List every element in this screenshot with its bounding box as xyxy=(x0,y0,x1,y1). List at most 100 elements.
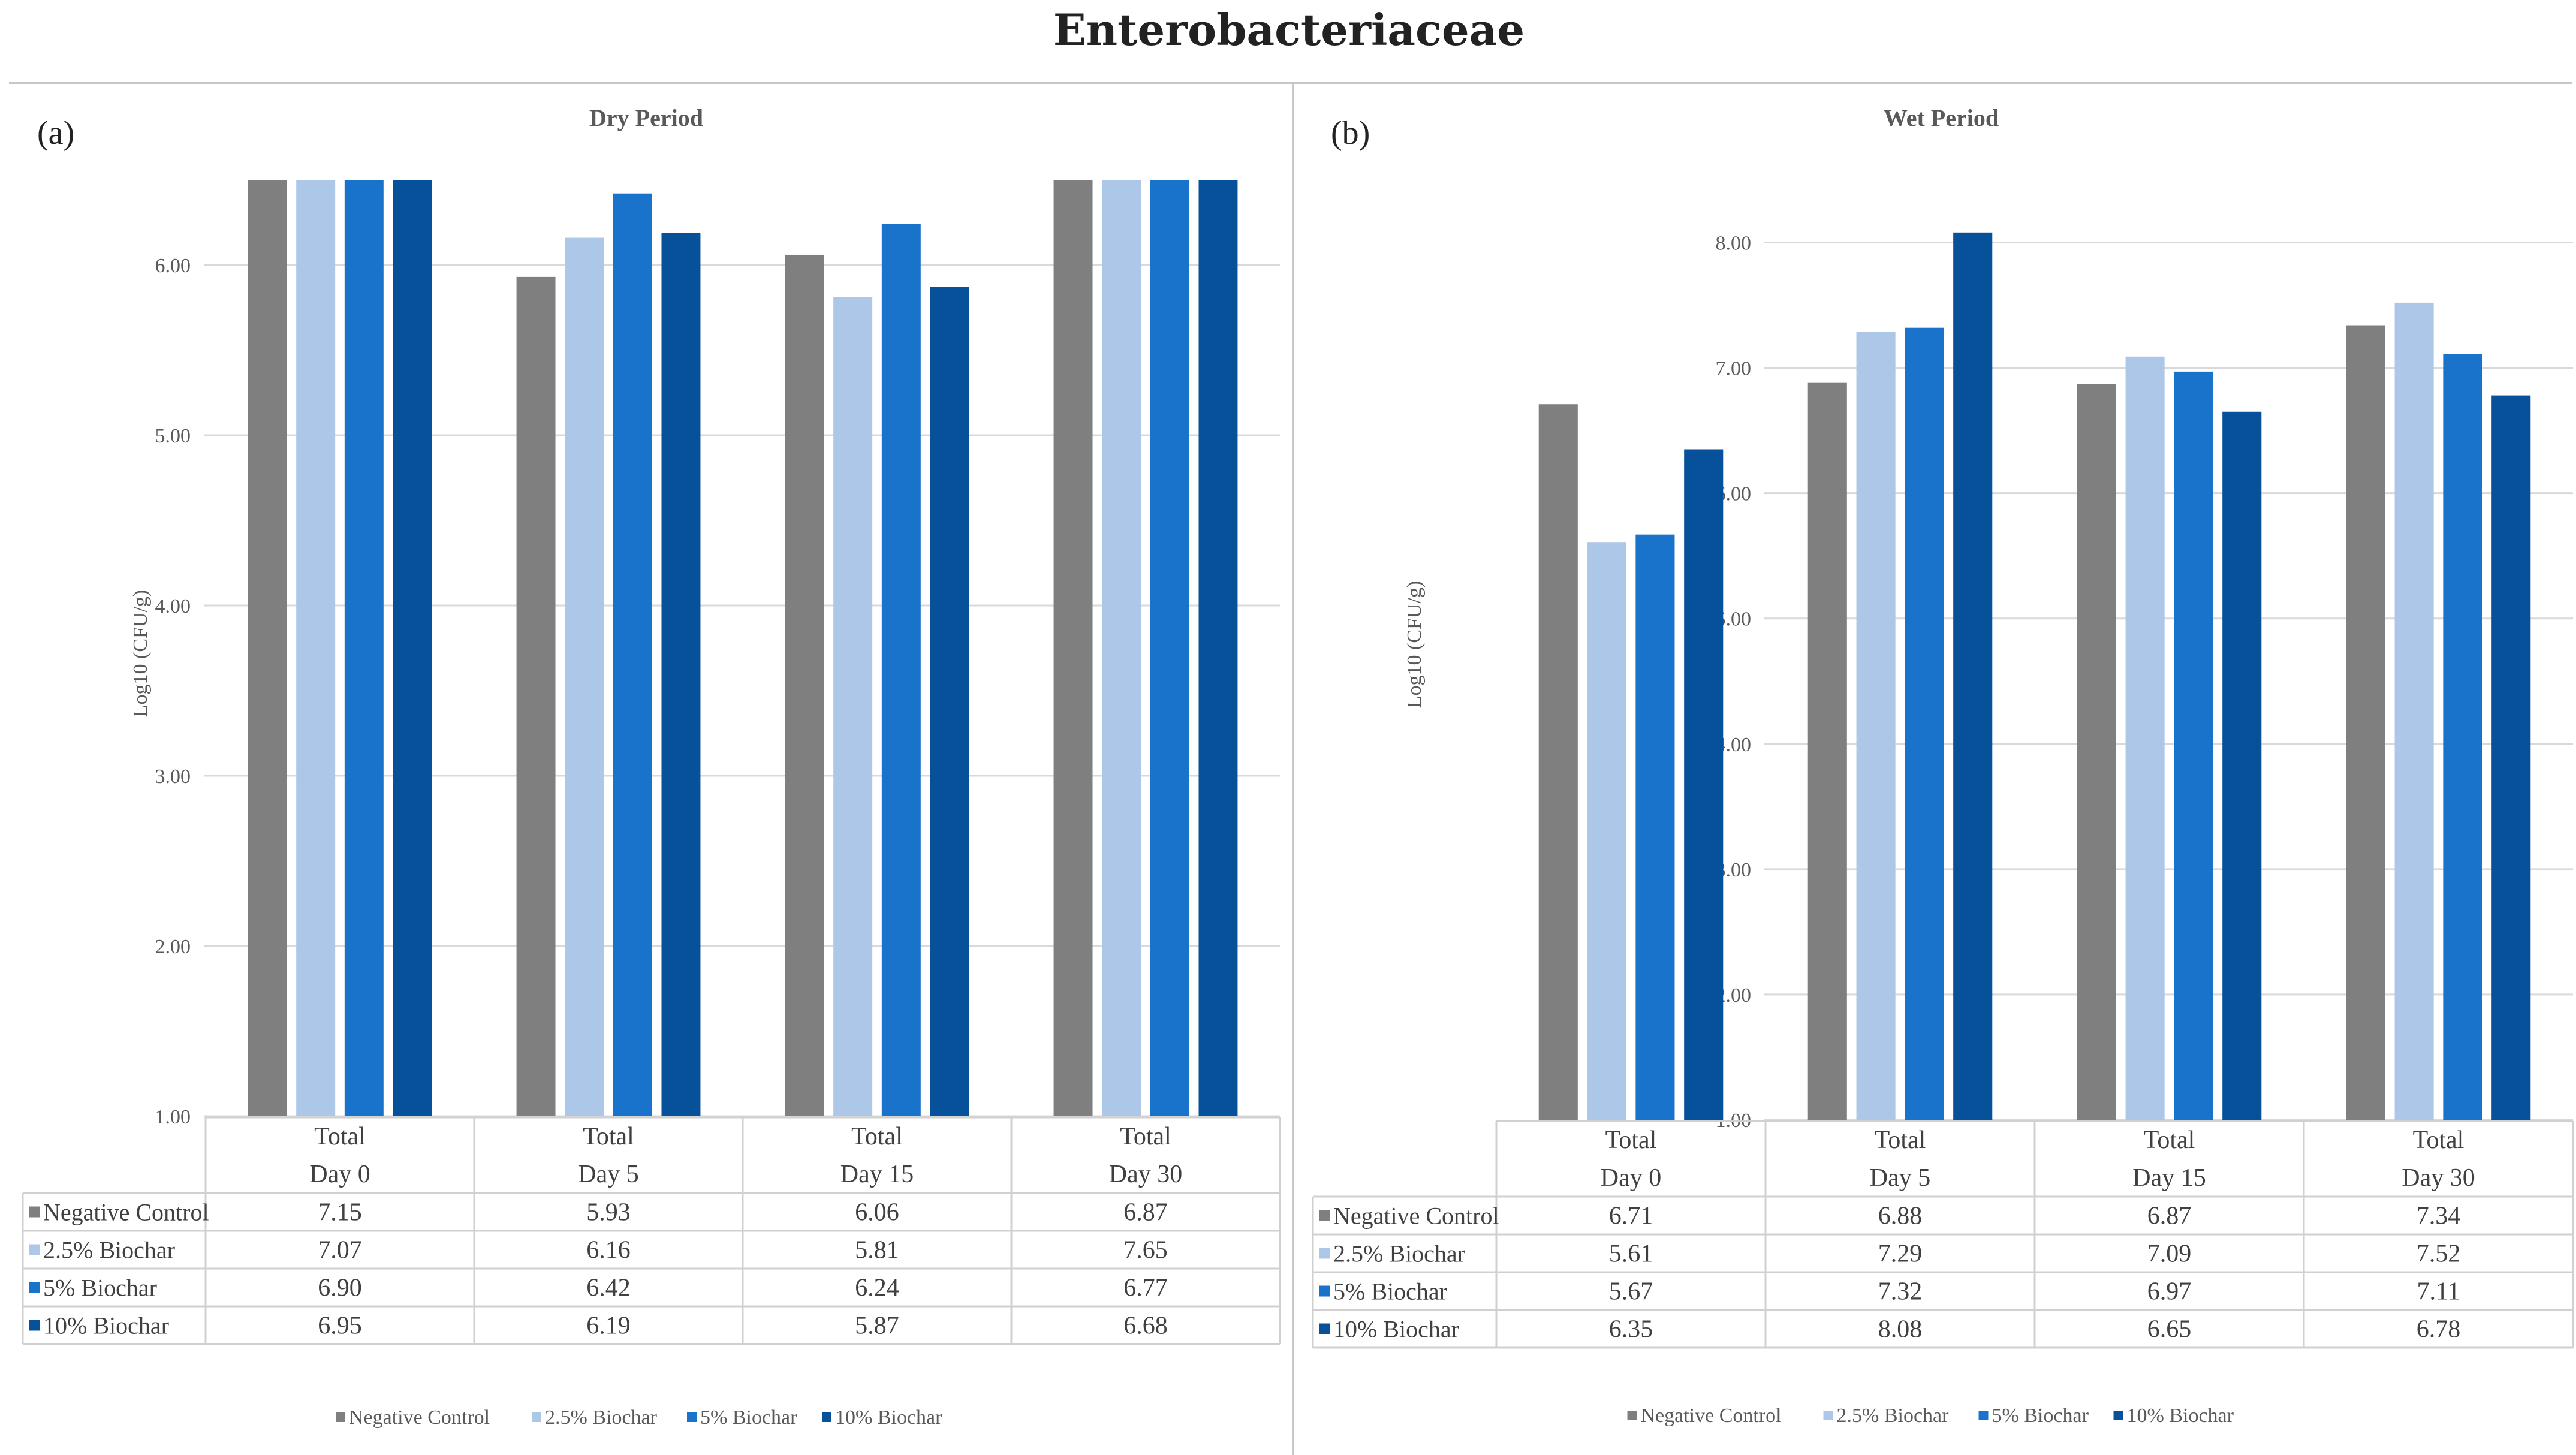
legend-label: 10% Biochar xyxy=(835,1406,942,1429)
table-legend-key xyxy=(1319,1323,1330,1334)
x-category-label: Day 15 xyxy=(840,1161,914,1188)
bar-10pct-biochar-day-15 xyxy=(2222,411,2262,1120)
bar-2-5pct-biochar-day-15 xyxy=(833,297,873,1117)
table-cell-value: 6.90 xyxy=(318,1275,362,1302)
chart-title: Wet Period xyxy=(1884,104,1999,131)
legend-swatch xyxy=(1978,1411,1989,1420)
y-tick-label: 6.00 xyxy=(155,255,191,277)
bar-2-5pct-biochar-day-0 xyxy=(1587,542,1626,1120)
bar-2-5pct-biochar-day-0 xyxy=(296,180,336,1116)
y-tick-label: 8.00 xyxy=(1716,233,1752,255)
bar-2-5pct-biochar-day-15 xyxy=(2125,356,2165,1120)
table-cell-value: 6.68 xyxy=(1123,1312,1168,1340)
bar-5pct-biochar-day-30 xyxy=(2443,354,2482,1120)
y-axis-label: Log10 (CFU/g) xyxy=(1403,581,1426,709)
table-cell-value: 6.06 xyxy=(855,1199,899,1227)
table-legend-key xyxy=(29,1244,40,1255)
bar-negative-control-day-0 xyxy=(248,180,287,1116)
bar-5pct-biochar-day-0 xyxy=(344,180,384,1116)
table-cell-value: 6.24 xyxy=(855,1275,899,1302)
bar-negative-control-day-0 xyxy=(1538,404,1578,1120)
table-cell-value: 6.19 xyxy=(586,1312,631,1340)
table-legend-key xyxy=(1319,1285,1330,1297)
legend-swatch xyxy=(687,1412,697,1422)
table-row-label: 2.5% Biochar xyxy=(1333,1240,1465,1267)
table-cell-value: 6.71 xyxy=(1609,1203,1653,1230)
x-category-label: Day 5 xyxy=(578,1161,638,1188)
table-cell-value: 7.09 xyxy=(2147,1240,2192,1268)
table-cell-value: 5.81 xyxy=(855,1237,899,1264)
bar-5pct-biochar-day-15 xyxy=(881,224,921,1117)
legend-swatch xyxy=(532,1412,541,1422)
table-cell-value: 7.07 xyxy=(318,1237,362,1264)
table-cell-value: 6.87 xyxy=(1123,1199,1168,1227)
table-cell-value: 6.42 xyxy=(586,1275,631,1302)
bar-negative-control-day-30 xyxy=(1053,180,1093,1116)
bar-negative-control-day-15 xyxy=(2077,384,2116,1120)
bar-negative-control-day-5 xyxy=(516,276,556,1116)
legend-swatch xyxy=(822,1412,831,1422)
figure-title: Enterobacteriaceae xyxy=(1053,4,1524,55)
table-cell-value: 5.61 xyxy=(1609,1240,1653,1268)
bar-5pct-biochar-day-15 xyxy=(2174,371,2213,1120)
table-cell-value: 7.15 xyxy=(318,1199,362,1227)
bar-5pct-biochar-day-30 xyxy=(1150,180,1189,1116)
table-row-label: 2.5% Biochar xyxy=(43,1237,175,1264)
table-cell-value: 6.65 xyxy=(2147,1316,2192,1343)
x-category-label: Total xyxy=(1605,1126,1657,1154)
x-category-label: Day 0 xyxy=(309,1161,370,1188)
x-category-label: Day 30 xyxy=(2402,1164,2475,1192)
legend-swatch xyxy=(336,1412,345,1422)
x-category-label: Total xyxy=(1120,1123,1171,1150)
table-cell-value: 8.08 xyxy=(1878,1316,1923,1343)
bar-10pct-biochar-day-5 xyxy=(1953,232,1993,1120)
panel-a: (a) Dry Period Log10 (CFU/g) 1.00 2.00 3.00 4.… xyxy=(22,104,1281,1429)
bar-10pct-biochar-day-15 xyxy=(930,287,969,1116)
table-row-label: 10% Biochar xyxy=(1333,1316,1459,1343)
x-category-label: Total xyxy=(1875,1126,1926,1154)
bar-10pct-biochar-day-30 xyxy=(2491,395,2531,1120)
bar-10pct-biochar-day-30 xyxy=(1198,180,1238,1116)
x-category-label: Total xyxy=(851,1123,903,1150)
legend-label: 2.5% Biochar xyxy=(1837,1405,1950,1427)
table-cell-value: 6.77 xyxy=(1123,1275,1168,1302)
table-cell-value: 6.88 xyxy=(1878,1203,1923,1230)
panel-label: (a) xyxy=(37,115,74,152)
bar-negative-control-day-30 xyxy=(2346,325,2385,1120)
bar-5pct-biochar-day-0 xyxy=(1635,534,1675,1120)
table-legend-key xyxy=(1319,1210,1330,1221)
x-category-label: Total xyxy=(583,1123,634,1150)
x-category-label: Total xyxy=(2144,1126,2195,1154)
table-cell-value: 7.65 xyxy=(1123,1237,1168,1264)
table-cell-value: 7.11 xyxy=(2417,1278,2460,1306)
x-category-label: Total xyxy=(2413,1126,2464,1154)
table-cell-value: 5.93 xyxy=(586,1199,631,1227)
table-legend-key xyxy=(29,1282,40,1293)
y-tick-label: 1.00 xyxy=(155,1106,191,1128)
bar-2-5pct-biochar-day-5 xyxy=(565,237,604,1116)
table-row-label: Negative Control xyxy=(43,1199,209,1226)
bar-5pct-biochar-day-5 xyxy=(613,193,652,1117)
legend-label: 5% Biochar xyxy=(1992,1405,2089,1427)
table-cell-value: 6.78 xyxy=(2417,1316,2461,1343)
legend-label: Negative Control xyxy=(1641,1405,1782,1427)
table-cell-value: 6.35 xyxy=(1609,1316,1653,1343)
y-tick-label: 2.00 xyxy=(155,936,191,958)
legend-swatch xyxy=(1627,1411,1637,1420)
x-category-label: Day 5 xyxy=(1870,1164,1930,1192)
table-cell-value: 5.67 xyxy=(1609,1278,1653,1306)
table-legend-key xyxy=(1319,1248,1330,1259)
panel-label: (b) xyxy=(1331,115,1370,152)
bar-negative-control-day-5 xyxy=(1807,382,1847,1120)
x-category-label: Total xyxy=(314,1123,366,1150)
table-cell-value: 6.95 xyxy=(318,1312,362,1340)
table-cell-value: 7.52 xyxy=(2417,1240,2461,1268)
table-cell-value: 6.16 xyxy=(586,1237,631,1264)
table-legend-key xyxy=(29,1320,40,1331)
table-cell-value: 5.87 xyxy=(855,1312,899,1340)
table-row-label: 5% Biochar xyxy=(43,1275,157,1302)
bar-2-5pct-biochar-day-5 xyxy=(1856,331,1896,1120)
table-row-label: 10% Biochar xyxy=(43,1312,169,1339)
legend-swatch xyxy=(1823,1411,1833,1420)
